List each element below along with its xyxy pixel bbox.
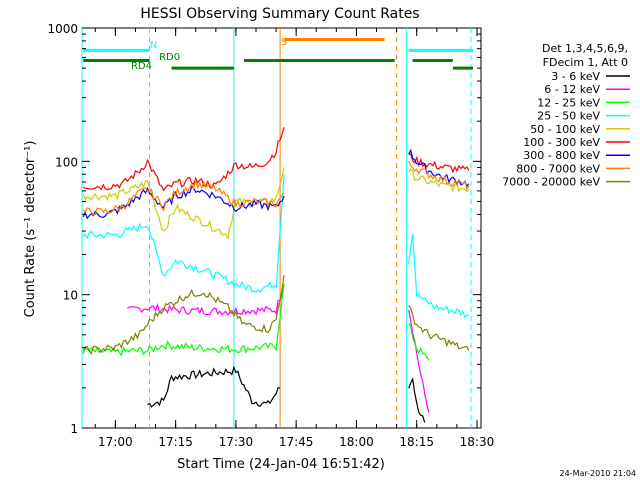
x-tick-label-3: 17:45: [279, 435, 314, 449]
x-axis: 17:00 17:15 17:30 17:45 18:00 18:15 18:30: [94, 28, 495, 449]
legend-label-4: 50 - 100 keV: [530, 123, 600, 136]
y-axis: 1 10 100 1000: [47, 22, 481, 436]
footer-timestamp: 24-Mar-2010 21:04: [560, 469, 637, 478]
y-tick-label-0: 1: [70, 422, 78, 436]
series-5-segment-0: [82, 127, 285, 192]
x-tick-label-4: 18:00: [339, 435, 374, 449]
series-0-segment-0: [147, 365, 281, 408]
legend-label-0: 3 - 6 keV: [551, 70, 600, 83]
y-tick-label-2: 100: [55, 155, 78, 169]
y-tick-label-3: 1000: [47, 22, 78, 36]
legend-header-line-2: FDecim 1, Att 0: [543, 56, 628, 69]
series-2-segment-0: [82, 284, 285, 357]
x-tick-label-5: 18:15: [399, 435, 434, 449]
annotation-rd0: RD0: [159, 52, 180, 63]
series-8-segment-0: [82, 275, 285, 356]
legend-label-2: 12 - 25 keV: [537, 96, 600, 109]
series-1-segment-0: [127, 283, 285, 316]
chart-title: HESSI Observing Summary Count Rates: [140, 6, 419, 22]
series-3-segment-1: [408, 234, 469, 319]
annotation-rd4: RD4: [131, 61, 152, 72]
legend-label-1: 6 - 12 keV: [544, 83, 600, 96]
legend-label-7: 800 - 7000 keV: [516, 162, 600, 175]
legend-label-6: 300 - 800 keV: [523, 149, 600, 162]
x-tick-label-6: 18:30: [460, 435, 495, 449]
series-2-segment-1: [408, 323, 430, 361]
series-3-segment-0: [82, 174, 285, 294]
annotation-s: S: [281, 37, 287, 48]
y-axis-label: Count Rate (s⁻¹ detector⁻¹): [23, 141, 38, 318]
legend: Det 1,3,4,5,6,9, FDecim 1, Att 0 3 - 6 k…: [502, 42, 630, 189]
series-7-segment-0: [82, 178, 285, 216]
legend-label-5: 100 - 300 keV: [523, 136, 600, 149]
x-tick-label-1: 17:15: [158, 435, 193, 449]
series-5-segment-1: [408, 153, 470, 174]
x-tick-label-0: 17:00: [98, 435, 133, 449]
series-6-segment-1: [408, 148, 470, 188]
series-4-segment-1: [408, 168, 470, 193]
legend-header-line-1: Det 1,3,4,5,6,9,: [542, 42, 628, 55]
series-1-segment-1: [408, 309, 430, 413]
series-4-segment-0: [82, 167, 285, 241]
series-0-segment-1: [408, 377, 426, 423]
series-7-segment-1: [408, 160, 470, 191]
x-tick-label-2: 17:30: [219, 435, 254, 449]
series-8-segment-1: [408, 304, 470, 351]
y-tick-label-1: 10: [63, 289, 78, 303]
x-axis-label: Start Time (24-Jan-04 16:51:42): [177, 457, 385, 472]
legend-label-8: 7000 - 20000 keV: [502, 176, 600, 189]
legend-label-3: 25 - 50 keV: [537, 110, 600, 123]
annotation-n: N: [150, 40, 157, 51]
